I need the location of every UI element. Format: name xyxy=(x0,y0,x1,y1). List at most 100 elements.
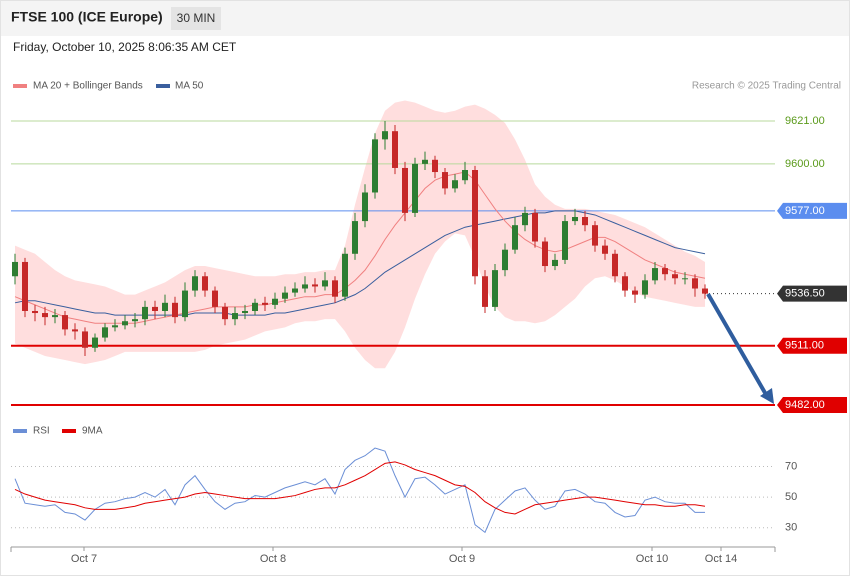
candle-body xyxy=(442,172,448,189)
level-label: 9600.00 xyxy=(785,158,825,170)
x-tick-label: Oct 14 xyxy=(705,553,737,565)
candle-body xyxy=(182,290,188,318)
legend-label: MA 50 xyxy=(175,81,204,92)
candle-body xyxy=(542,241,548,267)
candle-body xyxy=(52,315,58,318)
rsi-line xyxy=(14,447,705,534)
datetime: Friday, October 10, 2025 8:06:35 AM CET xyxy=(13,40,237,54)
candle-body xyxy=(662,268,668,275)
timeframe-box xyxy=(171,7,221,30)
x-tick-label: Oct 9 xyxy=(449,553,475,565)
candle-body xyxy=(412,163,418,213)
candle-body xyxy=(642,280,648,295)
rsi-tick-label: 50 xyxy=(785,491,797,503)
candle-body xyxy=(632,290,638,295)
candle-body xyxy=(432,159,438,173)
candle-body xyxy=(332,280,338,297)
candle-body xyxy=(692,278,698,289)
candle-body xyxy=(152,306,158,311)
candle-body xyxy=(142,306,148,320)
candle-body xyxy=(112,325,118,328)
candle-body xyxy=(522,212,528,226)
candle-body xyxy=(322,280,328,287)
candle-body xyxy=(702,288,708,294)
candle-body xyxy=(242,310,248,314)
candle-body xyxy=(502,249,508,271)
candle-body xyxy=(62,315,68,330)
candle-body xyxy=(252,302,258,311)
candle-body xyxy=(582,216,588,226)
candle-body xyxy=(282,292,288,299)
candle-body xyxy=(222,306,228,320)
rsi-tick-label: 30 xyxy=(785,522,797,534)
candle-body xyxy=(92,337,98,348)
candle-body xyxy=(132,319,138,322)
candle-body xyxy=(102,327,108,338)
level-label: 9621.00 xyxy=(785,115,825,127)
candle-body xyxy=(352,221,358,254)
candle-body xyxy=(472,170,478,277)
candle-body xyxy=(302,284,308,289)
arrow-head xyxy=(760,388,774,404)
candle-body xyxy=(652,268,658,281)
level-label-box xyxy=(777,396,847,413)
legend-swatch xyxy=(13,84,27,88)
header-bar xyxy=(0,0,850,36)
candle-body xyxy=(552,259,558,267)
level-label-box xyxy=(777,285,847,302)
rsi-line xyxy=(14,461,706,515)
candle-body xyxy=(32,310,38,314)
candle-body xyxy=(42,313,48,318)
legend-swatch xyxy=(62,429,76,433)
candle-body xyxy=(342,253,348,297)
level-label: 9577.00 xyxy=(785,205,825,217)
candle-body xyxy=(532,212,538,242)
candle-body xyxy=(172,302,178,318)
credit: Research © 2025 Trading Central xyxy=(692,81,841,92)
candle-body xyxy=(82,331,88,348)
candle-body xyxy=(392,131,398,168)
candle-body xyxy=(162,302,168,311)
candle-body xyxy=(212,290,218,307)
level-label: 9511.00 xyxy=(785,340,824,352)
candle-body xyxy=(12,261,18,277)
candle-body xyxy=(192,276,198,291)
candle-body xyxy=(202,276,208,291)
level-label: 9536.50 xyxy=(785,288,825,300)
candle-body xyxy=(622,276,628,291)
candle-body xyxy=(492,270,498,307)
chart-title: FTSE 100 (ICE Europe) xyxy=(11,9,163,25)
candle-body xyxy=(122,321,128,326)
candle-body xyxy=(232,313,238,320)
candle-body xyxy=(372,139,378,193)
candle-body xyxy=(572,216,578,222)
candle-body xyxy=(452,180,458,189)
bollinger-band xyxy=(15,100,705,369)
candle-body xyxy=(272,298,278,305)
candle-body xyxy=(682,278,688,280)
candle-body xyxy=(462,170,468,181)
projection-arrow xyxy=(706,293,770,399)
timeframe: 30 MIN xyxy=(177,11,216,25)
candle-body xyxy=(422,159,428,164)
candle-body xyxy=(312,284,318,287)
candle-body xyxy=(22,261,28,311)
candle-body xyxy=(72,329,78,332)
legend-swatch xyxy=(13,429,27,433)
legend-label: 9MA xyxy=(82,426,103,437)
candle-body xyxy=(262,302,268,305)
candle-body xyxy=(562,221,568,260)
plot: 9621.00 9600.00 9577.00 9536.50 9511.00 9482.… xyxy=(10,100,847,565)
candle-body xyxy=(592,225,598,246)
candle-body xyxy=(292,288,298,293)
candle-body xyxy=(402,167,408,213)
legend-swatch xyxy=(156,84,170,88)
legend-label: RSI xyxy=(33,426,50,437)
candle-body xyxy=(612,253,618,277)
level-label-box xyxy=(777,337,847,354)
legend-label: MA 20 + Bollinger Bands xyxy=(33,81,143,92)
x-tick-label: Oct 10 xyxy=(636,553,668,565)
candle-body xyxy=(512,225,518,250)
